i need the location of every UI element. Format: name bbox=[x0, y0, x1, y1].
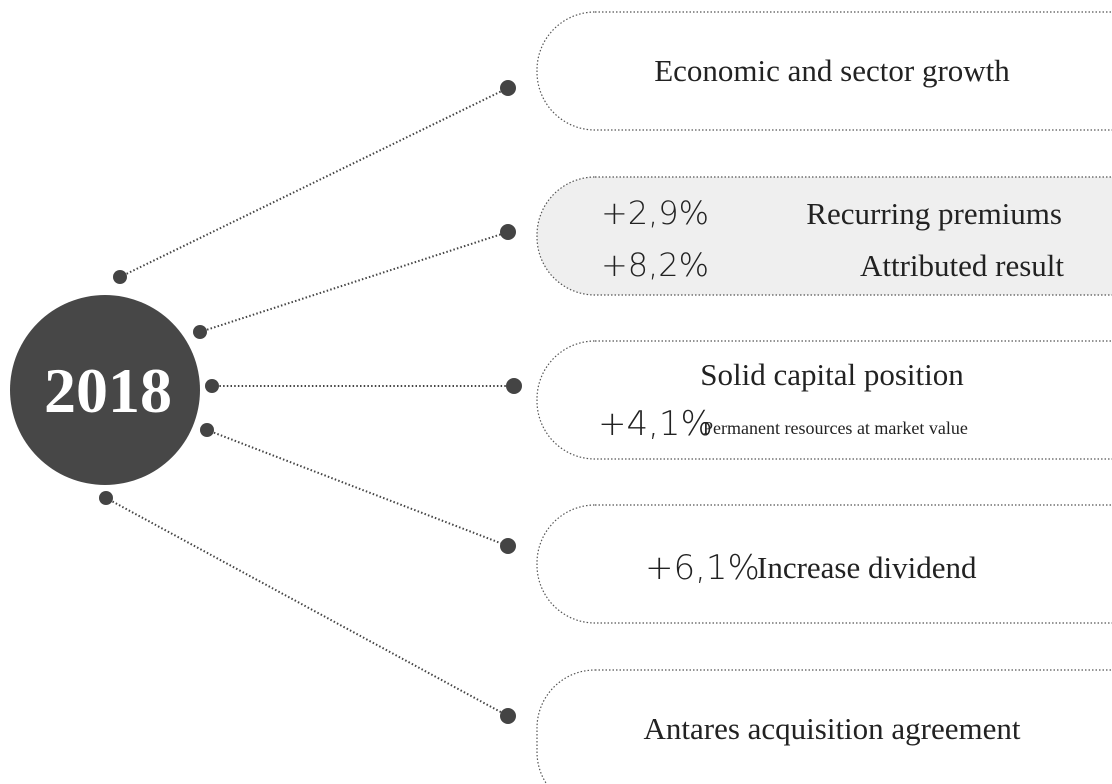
box bbox=[536, 340, 1112, 460]
connector bbox=[199, 231, 509, 333]
year: 2018 bbox=[44, 355, 172, 426]
box bbox=[536, 504, 1112, 624]
item-label: Recurring premiums bbox=[806, 196, 1062, 231]
dot bbox=[500, 538, 516, 554]
connector bbox=[105, 497, 509, 717]
item-value: +2,9% bbox=[601, 194, 709, 232]
item-label: Solid capital position bbox=[700, 357, 964, 392]
dot bbox=[200, 423, 214, 437]
dot bbox=[99, 491, 113, 505]
dot bbox=[500, 80, 516, 96]
item-value: +8,2% bbox=[601, 246, 709, 284]
box bbox=[536, 11, 1112, 131]
item-value: +6,1% bbox=[645, 548, 760, 588]
dot bbox=[205, 379, 219, 393]
connectors bbox=[99, 80, 522, 724]
connector bbox=[206, 429, 509, 547]
item-value: +4,1% bbox=[598, 404, 713, 444]
dot bbox=[506, 378, 522, 394]
item-label: Attributed result bbox=[860, 248, 1064, 283]
dot bbox=[500, 224, 516, 240]
item-label: Economic and sector growth bbox=[654, 53, 1010, 88]
item-note: Permanent resources at market value bbox=[703, 418, 968, 438]
box bbox=[536, 176, 1112, 296]
dot bbox=[113, 270, 127, 284]
box bbox=[536, 669, 1112, 784]
connector bbox=[119, 87, 509, 278]
dot bbox=[193, 325, 207, 339]
year-circle bbox=[10, 295, 200, 485]
dot bbox=[500, 708, 516, 724]
item-label: Increase dividend bbox=[757, 550, 977, 585]
item-label: Antares acquisition agreement bbox=[643, 711, 1020, 746]
